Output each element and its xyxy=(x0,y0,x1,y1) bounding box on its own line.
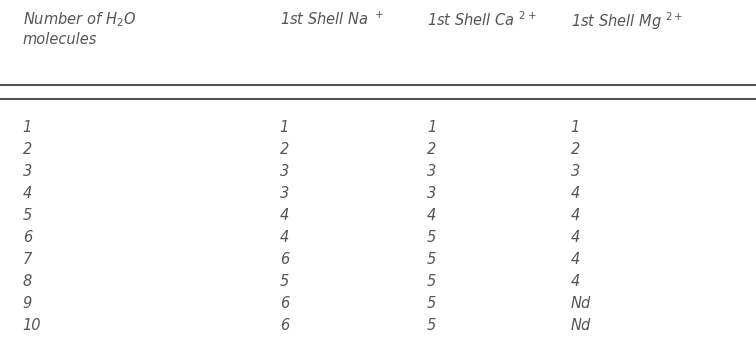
Text: 3: 3 xyxy=(427,186,436,201)
Text: 3: 3 xyxy=(427,164,436,179)
Text: 5: 5 xyxy=(280,274,289,289)
Text: 5: 5 xyxy=(427,318,436,333)
Text: 4: 4 xyxy=(571,208,580,223)
Text: 6: 6 xyxy=(280,296,289,311)
Text: 1: 1 xyxy=(427,120,436,135)
Text: 5: 5 xyxy=(23,208,32,223)
Text: 3: 3 xyxy=(23,164,32,179)
Text: 4: 4 xyxy=(23,186,32,201)
Text: 3: 3 xyxy=(280,186,289,201)
Text: 3: 3 xyxy=(571,164,580,179)
Text: Nd: Nd xyxy=(571,296,591,311)
Text: 2: 2 xyxy=(280,142,289,157)
Text: 5: 5 xyxy=(427,274,436,289)
Text: 5: 5 xyxy=(427,252,436,267)
Text: 4: 4 xyxy=(280,230,289,245)
Text: 8: 8 xyxy=(23,274,32,289)
Text: 2: 2 xyxy=(427,142,436,157)
Text: 5: 5 xyxy=(427,296,436,311)
Text: 1st Shell Na $^+$: 1st Shell Na $^+$ xyxy=(280,11,383,28)
Text: Nd: Nd xyxy=(571,318,591,333)
Text: 6: 6 xyxy=(280,318,289,333)
Text: 4: 4 xyxy=(571,252,580,267)
Text: 9: 9 xyxy=(23,296,32,311)
Text: 4: 4 xyxy=(427,208,436,223)
Text: 1: 1 xyxy=(280,120,289,135)
Text: 4: 4 xyxy=(571,230,580,245)
Text: 3: 3 xyxy=(280,164,289,179)
Text: Number of H$_2$O
molecules: Number of H$_2$O molecules xyxy=(23,11,136,47)
Text: 2: 2 xyxy=(23,142,32,157)
Text: 10: 10 xyxy=(23,318,41,333)
Text: 1: 1 xyxy=(571,120,580,135)
Text: 2: 2 xyxy=(571,142,580,157)
Text: 5: 5 xyxy=(427,230,436,245)
Text: 7: 7 xyxy=(23,252,32,267)
Text: 4: 4 xyxy=(571,274,580,289)
Text: 6: 6 xyxy=(280,252,289,267)
Text: 1st Shell Ca $^{2+}$: 1st Shell Ca $^{2+}$ xyxy=(427,11,537,29)
Text: 4: 4 xyxy=(571,186,580,201)
Text: 1st Shell Mg $^{2+}$: 1st Shell Mg $^{2+}$ xyxy=(571,11,683,32)
Text: 6: 6 xyxy=(23,230,32,245)
Text: 4: 4 xyxy=(280,208,289,223)
Text: 1: 1 xyxy=(23,120,32,135)
